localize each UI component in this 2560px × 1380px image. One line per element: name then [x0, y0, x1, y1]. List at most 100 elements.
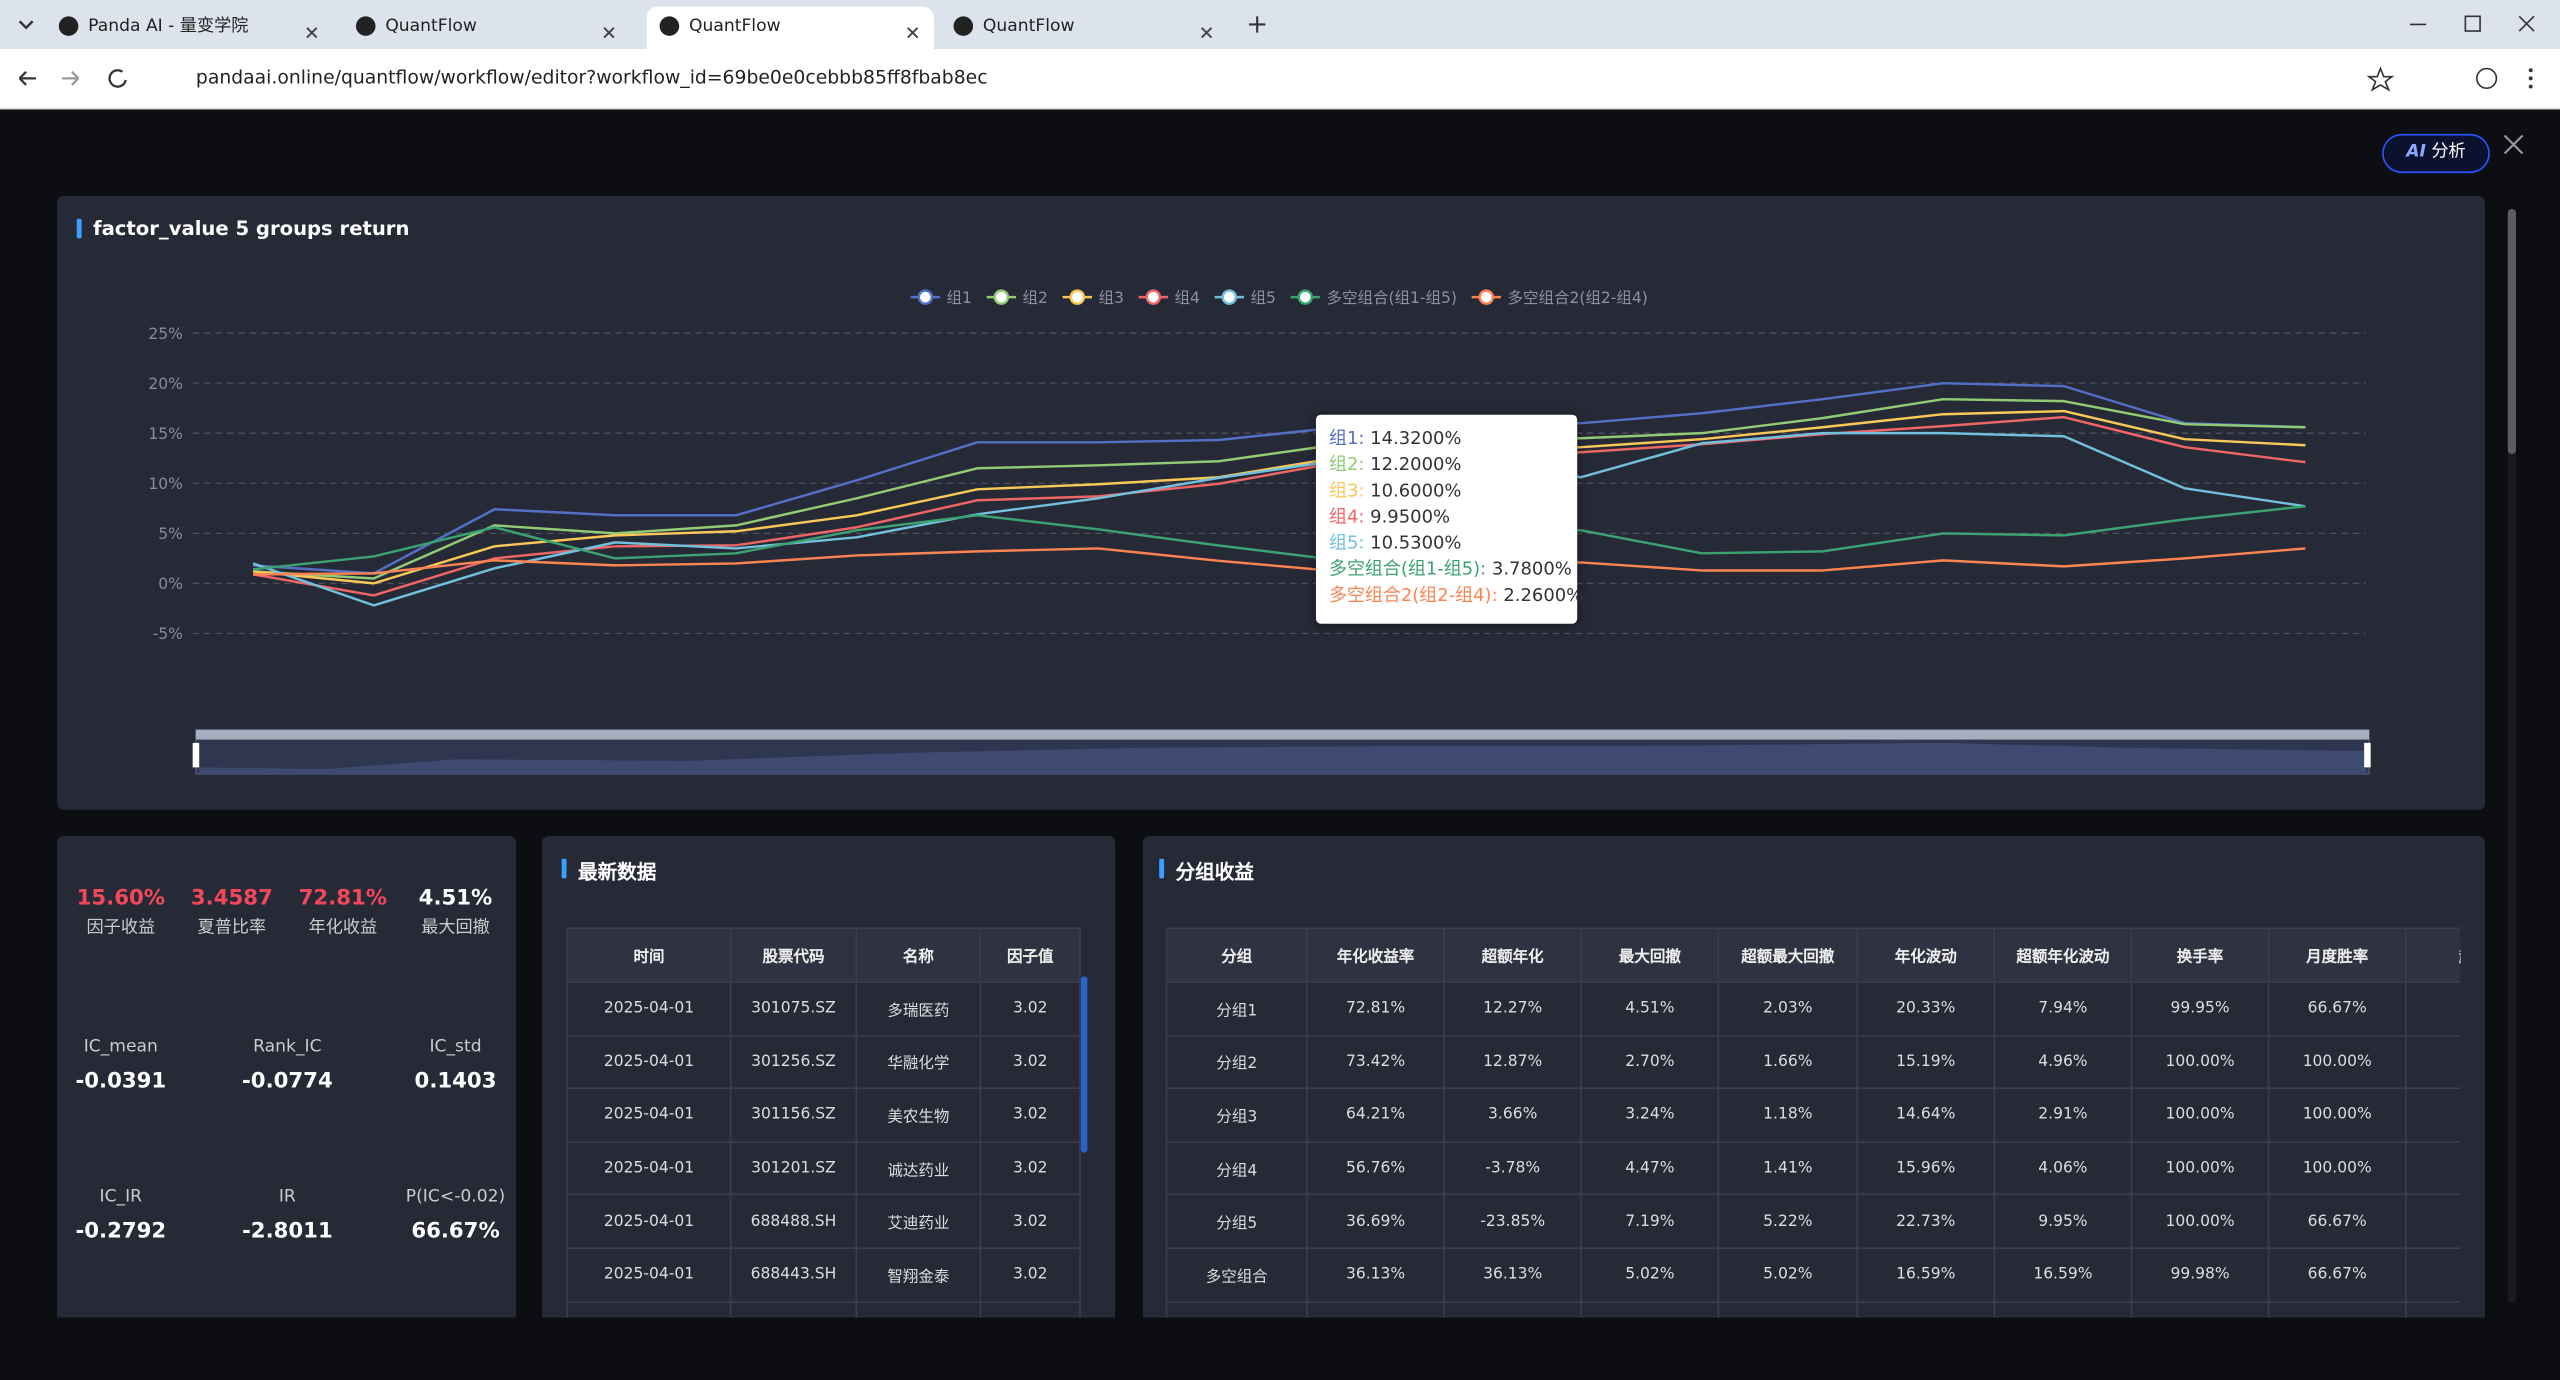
ic-label: IC_IR [99, 1186, 143, 1207]
table-cell: 33 [2404, 1194, 2461, 1249]
tab-close[interactable] [601, 16, 617, 49]
legend-marker [1478, 289, 1495, 305]
table-cell: 15.19% [1856, 1034, 1996, 1090]
tab[interactable]: QuantFlow [940, 7, 1227, 49]
legend-item[interactable]: 多空组合2(组2-组4) [1471, 289, 1648, 307]
page-scrollbar[interactable] [2507, 208, 2516, 1303]
table-cell: 4.51% [1580, 981, 1720, 1037]
tab-title: Panda AI - 量变学院 [88, 16, 249, 36]
tooltip-name: 组2 [1329, 454, 1370, 475]
table-cell: 36.13% [1306, 1247, 1445, 1303]
new-tab[interactable] [1244, 11, 1270, 37]
group-table: 分组年化收益率超额年化最大回撤超额最大回撤年化波动超额年化波动换手率月度胜率超额… [1165, 927, 2461, 1326]
tab-menu[interactable] [13, 13, 39, 36]
table-head: 分组年化收益率超额年化最大回撤超额最大回撤年化波动超额年化波动换手率月度胜率超额 [1165, 927, 2461, 983]
table-cell: 4.47% [1580, 1140, 1720, 1196]
table-cell: 9.95% [1993, 1194, 2133, 1249]
table-cell: 688488.SH [729, 1194, 858, 1249]
tooltip-name: 组4 [1329, 506, 1370, 527]
column-header: 超额 [2404, 927, 2461, 983]
tooltip-value: 3.7800% [1491, 558, 1572, 580]
series-line [252, 505, 2306, 571]
legend-marker [1221, 289, 1238, 305]
table-cell: 66 [2404, 1034, 2461, 1090]
metric-value: 72.81% [298, 886, 388, 912]
table-cell: 66.67% [2267, 1194, 2407, 1249]
table-cell: 2.91% [1993, 1087, 2133, 1143]
column-header: 月度胜率 [2267, 927, 2407, 983]
tab-close[interactable] [905, 16, 921, 49]
ic-value: 66.67% [411, 1219, 500, 1245]
tooltip-value: 14.3200% [1370, 427, 1462, 449]
ic-metric: P(IC<-0.02) 66.67% [382, 1187, 516, 1244]
table-cell: 66 [2404, 981, 2461, 1037]
tab-close[interactable] [304, 16, 320, 49]
metric-label: 年化收益 [308, 917, 378, 938]
table-cell: 4.96% [1993, 1034, 2133, 1090]
header-row: 分组年化收益率超额年化最大回撤超额最大回撤年化波动超额年化波动换手率月度胜率超额 [1165, 927, 2461, 983]
tooltip-value: 10.6000% [1370, 480, 1462, 502]
column-header: 股票代码 [729, 927, 858, 983]
tooltip-row: 组510.5300% [1329, 531, 1564, 557]
legend-item[interactable]: 组5 [1214, 289, 1276, 307]
nav-buttons[interactable] [13, 65, 144, 91]
table-head: 时间 股票代码 名称 因子值 [566, 927, 1081, 983]
tab-icon [355, 16, 376, 36]
legend-item[interactable]: 组2 [986, 289, 1048, 307]
metric-value: 3.4587 [190, 886, 273, 912]
table-cell: 22.73% [1856, 1194, 1996, 1249]
table-cell: 66.67% [2267, 981, 2407, 1037]
scroll-thumb[interactable] [2507, 208, 2516, 454]
ic-value: 0.1403 [414, 1069, 497, 1094]
close-button[interactable] [2501, 132, 2527, 158]
table-cell: 33 [2404, 1087, 2461, 1143]
ic-metric: IR -2.8011 [214, 1187, 361, 1244]
table-cell: 7.94% [1993, 981, 2133, 1037]
legend-item[interactable]: 组1 [910, 289, 972, 307]
column-header: 分组 [1165, 927, 1308, 983]
legend-label: 组4 [1175, 289, 1200, 307]
url[interactable]: pandaai.online/quantflow/workflow/editor… [195, 65, 988, 89]
legend-item[interactable]: 组3 [1062, 289, 1124, 307]
table-cell: 2025-04-01 [566, 1034, 732, 1090]
table-cell: 100.00% [2267, 1140, 2407, 1196]
table-row: 2025-04-01 301075.SZ 多瑞医药 3.02 [566, 981, 1081, 1037]
toolbar-icons[interactable] [2364, 65, 2544, 92]
table-cell: 7.19% [1580, 1194, 1720, 1249]
table-cell: 688443.SH [729, 1247, 858, 1303]
table-row: 分组2 73.42% 12.87% 2.70% 1.66% 15.19% 4.96% 100.… [1165, 1034, 2461, 1090]
legend-marker [1145, 289, 1162, 305]
table-cell: 36.69% [1306, 1194, 1445, 1249]
latest-table: 时间 股票代码 名称 因子值 2025-04-01 301075.SZ 多瑞医药 3.02 20… [566, 927, 1081, 1326]
table-cell: 16.59% [1993, 1247, 2133, 1303]
tab[interactable]: QuantFlow [646, 6, 934, 49]
table-cell: 20.33% [1856, 981, 1996, 1037]
ai-button[interactable]: AI 分析 [2382, 133, 2490, 174]
scrollbar[interactable] [1080, 976, 1088, 1153]
tooltip-value: 2.2600% [1503, 584, 1584, 606]
table-cell: 100.00% [2130, 1140, 2270, 1196]
y-tick-label: 10% [148, 475, 182, 493]
table-cell: 3.02 [979, 1140, 1081, 1196]
group-panel: 分组收益 分组 年化收益率 超额年化 最大回撤 超额最大回撤 年化波动 超额年化波动 换手率月… [1142, 835, 2485, 1326]
tab[interactable]: Panda AI - 量变学院 [46, 7, 333, 49]
tooltip: 组114.3200%组212.2000%组310.6000%组49.9500%组… [1315, 414, 1583, 624]
tab-close[interactable] [1198, 16, 1214, 49]
zoom-handle[interactable] [2364, 742, 2371, 768]
window-controls[interactable] [2400, 11, 2547, 37]
tooltip-name: 多空组合2(组2-组4) [1329, 585, 1503, 606]
tab[interactable]: QuantFlow [343, 7, 630, 49]
legend-item[interactable]: 组4 [1138, 289, 1200, 307]
table-cell: 64.21% [1306, 1087, 1445, 1143]
zoom-handle[interactable] [192, 742, 200, 768]
table-cell: 56.76% [1306, 1140, 1445, 1196]
stats-panel: 15.60% 因子收益 3.4587 夏普比率 72.81% 年化收益 4.51% 最大回撤 I… [57, 835, 516, 1326]
zoom-bar [195, 729, 2370, 740]
column-header: 超额最大回撤 [1717, 927, 1859, 983]
tooltip-value: 12.2000% [1370, 453, 1462, 476]
table-cell: 2025-04-01 [566, 1087, 732, 1143]
legend-item[interactable]: 多空组合(组1-组5) [1290, 289, 1457, 307]
series-line [252, 409, 2306, 585]
